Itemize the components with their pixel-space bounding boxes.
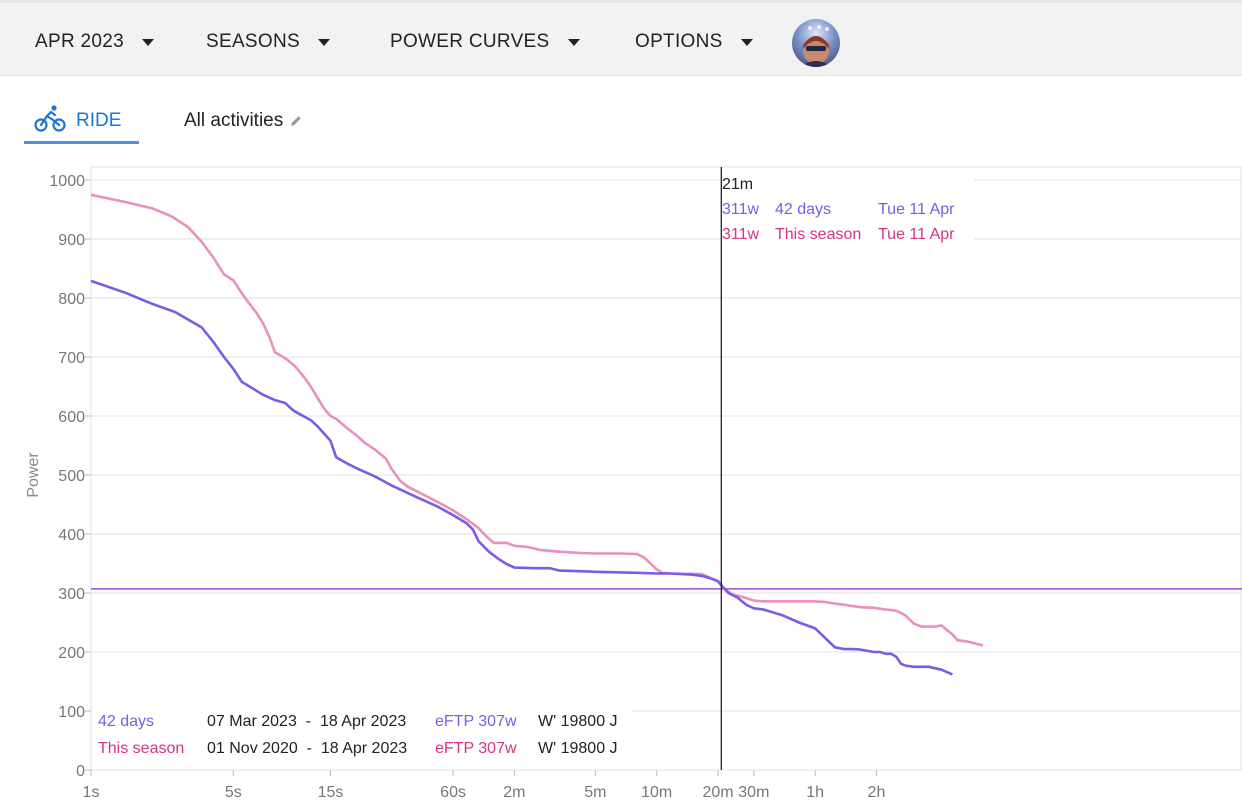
x-tick-label: 2h [868, 784, 886, 801]
chevron-down-icon [740, 39, 753, 46]
y-tick-label: 200 [58, 645, 85, 662]
pencil-icon [291, 116, 301, 126]
legend-series-name: 42 days [98, 713, 155, 730]
tooltip-power: 311w [722, 201, 760, 218]
bicycle-icon [34, 105, 66, 132]
y-axis-label: Power [25, 452, 42, 498]
x-tick-label: 10m [641, 784, 672, 801]
power-curves-menu-label: POWER CURVES [390, 31, 550, 52]
activity-filter-label: All activities [184, 110, 284, 131]
tooltip-date: Tue 11 Apr [878, 226, 955, 243]
x-axis: 1s 5s 15s 60s 2m 5m 10m 20m 30m 1h 2h [83, 770, 886, 801]
legend-row: 42 days 07 Mar 2023 - 18 Apr 2023 eFTP 3… [92, 708, 632, 735]
legend-eftp: eFTP 307w [435, 740, 517, 757]
x-tick-label: 1s [83, 784, 100, 801]
tooltip-row: 311w This season Tue 11 Apr [722, 222, 974, 247]
legend-wprime: W' 19800 J [538, 713, 618, 730]
hover-tooltip: 21m 311w 42 days Tue 11 Apr 311w This se… [722, 172, 974, 254]
activity-filter[interactable]: All activities [184, 110, 303, 132]
chevron-down-icon [567, 39, 580, 46]
month-menu-label: APR 2023 [35, 31, 125, 52]
x-tick-label: 60s [440, 784, 466, 801]
y-axis: 0 100 200 300 400 500 600 700 800 900 1000 [49, 173, 91, 780]
avatar-image [800, 25, 832, 67]
x-tick-label: 5m [584, 784, 606, 801]
month-menu[interactable]: APR 2023 [35, 30, 155, 54]
series-line [90, 193, 984, 647]
x-tick-label: 15s [318, 784, 344, 801]
y-tick-label: 300 [58, 586, 85, 603]
legend-wprime: W' 19800 J [538, 740, 618, 757]
power-curves-menu[interactable]: POWER CURVES [390, 30, 580, 54]
chart-legend: 42 days 07 Mar 2023 - 18 Apr 2023 eFTP 3… [92, 708, 632, 764]
y-tick-label: 800 [58, 291, 85, 308]
y-tick-label: 1000 [49, 173, 85, 190]
chevron-down-icon [142, 39, 155, 46]
seasons-menu-label: SEASONS [206, 31, 300, 52]
tooltip-row: 311w 42 days Tue 11 Apr [722, 197, 974, 222]
legend-series-name: This season [98, 740, 185, 757]
tab-ride-label: RIDE [76, 110, 122, 131]
chevron-down-icon [317, 39, 330, 46]
tooltip-series-name: 42 days [775, 201, 832, 218]
y-tick-label: 600 [58, 409, 85, 426]
options-menu-label: OPTIONS [635, 31, 723, 52]
y-tick-label: 100 [58, 704, 85, 721]
tooltip-date: Tue 11 Apr [878, 201, 955, 218]
x-tick-label: 1h [806, 784, 824, 801]
tooltip-time: 21m [722, 176, 754, 193]
legend-date-range: 01 Nov 2020 - 18 Apr 2023 [207, 740, 408, 757]
y-tick-label: 0 [76, 763, 85, 780]
tooltip-series-name: This season [775, 226, 862, 243]
y-tick-label: 400 [58, 527, 85, 544]
y-tick-label: 500 [58, 468, 85, 485]
legend-row: This season 01 Nov 2020 - 18 Apr 2023 eF… [92, 735, 632, 762]
tab-ride[interactable]: RIDE [24, 100, 139, 144]
options-menu[interactable]: OPTIONS [635, 30, 753, 54]
x-tick-label: 5s [225, 784, 242, 801]
chart-series [90, 193, 984, 676]
power-curve-chart[interactable]: 0 100 200 300 400 500 600 700 800 900 1000 1s 5s 15s… [0, 150, 1242, 812]
user-avatar[interactable] [792, 19, 840, 67]
y-tick-label: 700 [58, 350, 85, 367]
top-nav-bar: APR 2023 SEASONS POWER CURVES OPTIONS [0, 0, 1242, 76]
x-tick-label: 30m [738, 784, 769, 801]
y-tick-label: 900 [58, 232, 85, 249]
legend-eftp: eFTP 307w [435, 713, 517, 730]
plot-frame [90, 166, 1242, 771]
legend-date-range: 07 Mar 2023 - 18 Apr 2023 [207, 713, 407, 730]
x-tick-label: 20m [702, 784, 733, 801]
chart-grid [90, 166, 1242, 771]
series-line [90, 279, 953, 676]
seasons-menu[interactable]: SEASONS [206, 30, 330, 54]
tooltip-power: 311w [722, 226, 760, 243]
x-tick-label: 2m [503, 784, 525, 801]
